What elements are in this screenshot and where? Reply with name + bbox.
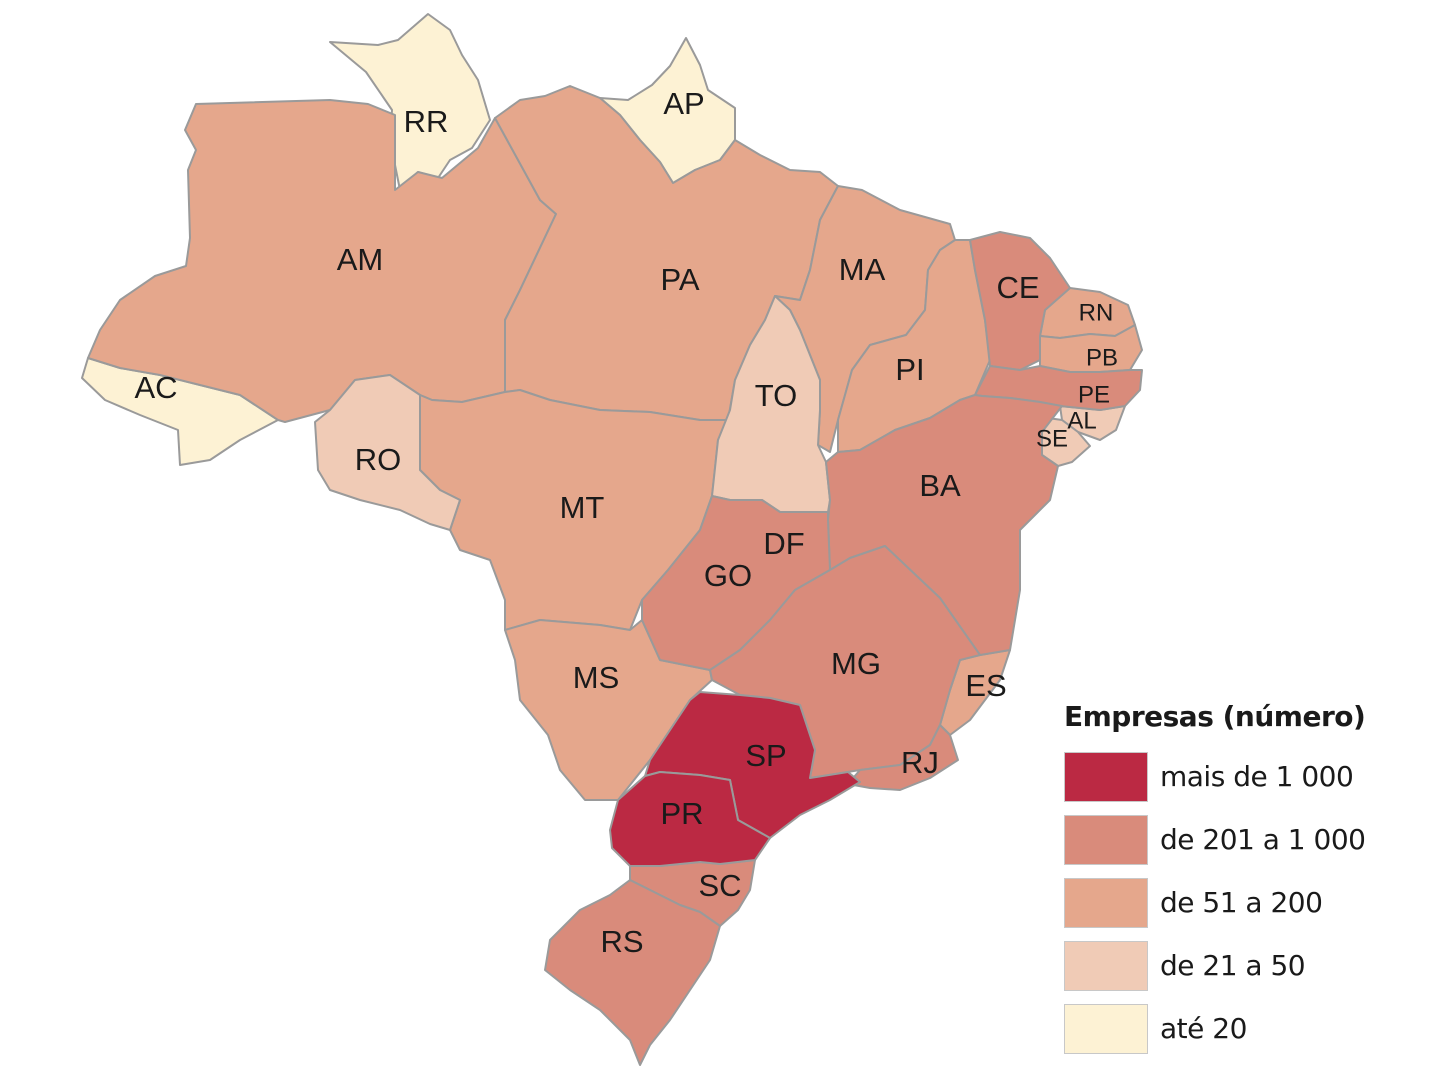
state-label-ms: MS [573,660,620,695]
legend-item: de 21 a 50 [1064,934,1394,997]
state-label-df: DF [763,526,804,561]
state-label-al: AL [1067,407,1096,434]
state-label-ma: MA [839,252,886,287]
state-label-ac: AC [134,370,177,405]
legend-label: mais de 1 000 [1160,760,1354,793]
state-label-rj: RJ [901,745,939,780]
state-label-sp: SP [745,738,786,773]
legend-label: de 21 a 50 [1160,949,1306,982]
state-label-to: TO [755,378,798,413]
state-pr [609,771,771,867]
state-label-ba: BA [919,468,961,503]
state-label-rn: RN [1079,299,1114,326]
state-rs [544,879,721,1066]
legend-swatch [1064,814,1148,865]
state-label-go: GO [704,558,752,593]
state-label-mt: MT [560,490,605,525]
state-label-pa: PA [660,262,699,297]
state-label-pe: PE [1078,381,1110,408]
legend-item: até 20 [1064,997,1394,1060]
legend-swatch [1064,877,1148,928]
legend-title: Empresas (número) [1064,700,1366,733]
state-label-pr: PR [660,796,703,831]
legend-label: de 201 a 1 000 [1160,823,1366,856]
state-label-rr: RR [404,104,449,139]
state-label-rs: RS [600,924,643,959]
state-label-am: AM [337,242,384,277]
state-label-sc: SC [698,868,741,903]
state-label-ce: CE [996,270,1039,305]
legend-item: mais de 1 000 [1064,745,1394,808]
legend-swatch [1064,751,1148,802]
state-label-es: ES [965,668,1006,703]
state-ce [969,231,1071,371]
legend-swatch [1064,1003,1148,1054]
state-label-pb: PB [1086,344,1118,371]
legend: Empresas (número) mais de 1 000 de 201 a … [1064,700,1394,1060]
legend-item: de 51 a 200 [1064,871,1394,934]
legend-label: de 51 a 200 [1160,886,1323,919]
state-label-ro: RO [355,442,402,477]
state-label-ap: AP [663,86,704,121]
legend-swatch [1064,940,1148,991]
legend-item: de 201 a 1 000 [1064,808,1394,871]
legend-label: até 20 [1160,1012,1247,1045]
state-label-mg: MG [831,646,881,681]
state-ro [314,374,461,531]
state-label-pi: PI [895,352,924,387]
state-label-se: SE [1036,425,1068,452]
